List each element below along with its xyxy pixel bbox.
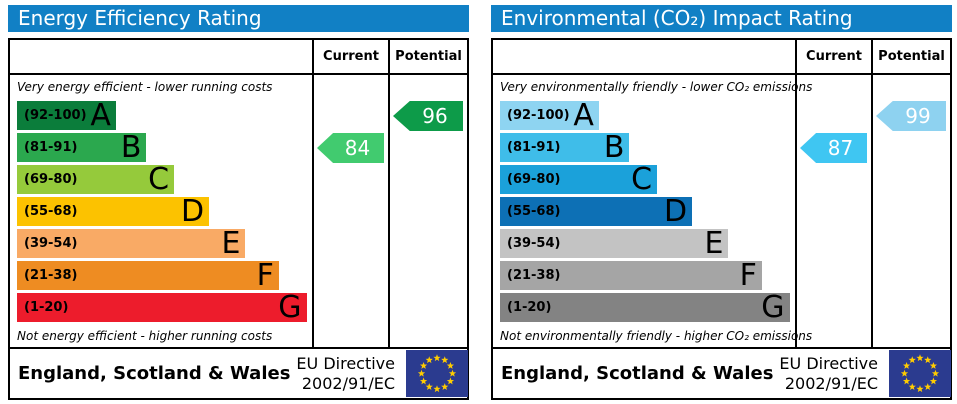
band-letter: D	[180, 193, 205, 229]
band-letter: B	[120, 129, 142, 165]
panel-title: Environmental (CO₂) Impact Rating	[491, 5, 952, 32]
eu-flag-icon	[406, 350, 468, 397]
current-rating-value: 84	[344, 136, 371, 160]
band-range-label: (21-38)	[24, 268, 78, 283]
col-header-current: Current	[795, 40, 871, 73]
band-range-label: (55-68)	[24, 204, 78, 219]
band-letter: C	[631, 161, 653, 197]
band-row-d: (55-68) D	[17, 193, 210, 229]
band-letter: F	[256, 257, 274, 293]
band-letter: F	[739, 257, 757, 293]
header-spacer-cell	[493, 40, 795, 73]
rating-table: Current Potential Very environmentally f…	[491, 38, 952, 347]
band-letter: E	[704, 225, 724, 261]
top-note: Very energy efficient - lower running co…	[17, 80, 273, 94]
band-letter: G	[278, 289, 302, 325]
band-row-a: (92-100) A	[500, 97, 599, 133]
footer-region-label: England, Scotland & Wales	[18, 363, 291, 384]
eu-directive-label: EU Directive 2002/91/EC	[779, 353, 878, 393]
eu-directive-label: EU Directive 2002/91/EC	[296, 353, 395, 393]
footer-region-label: England, Scotland & Wales	[501, 363, 774, 384]
current-column: 87	[795, 75, 871, 347]
band-letter: G	[761, 289, 785, 325]
band-range-label: (81-91)	[507, 140, 561, 155]
band-row-b: (81-91) B	[17, 129, 147, 165]
potential-rating-value: 96	[422, 104, 448, 128]
panel-energy-efficiency: Energy Efficiency Rating Current Potenti…	[8, 5, 469, 400]
rating-bands: (92-100) A (81-91) B (69-80) C (55-68) D (39…	[17, 97, 308, 325]
col-header-potential: Potential	[388, 40, 467, 73]
current-rating-arrow: 84	[317, 133, 384, 163]
rating-bands: (92-100) A (81-91) B (69-80) C (55-68) D (39…	[500, 97, 791, 325]
col-header-potential: Potential	[871, 40, 950, 73]
band-range-label: (39-54)	[24, 236, 78, 251]
band-row-e: (39-54) E	[500, 225, 729, 261]
band-row-b: (81-91) B	[500, 129, 630, 165]
band-range-label: (39-54)	[507, 236, 561, 251]
band-range-label: (92-100)	[24, 108, 87, 123]
current-rating-arrow: 87	[800, 133, 867, 163]
potential-column: 96	[388, 75, 467, 347]
band-letter: E	[221, 225, 241, 261]
table-body-row: Very energy efficient - lower running co…	[10, 75, 467, 347]
band-letter: B	[603, 129, 625, 165]
panel-environmental-impact: Environmental (CO₂) Impact Rating Curren…	[491, 5, 952, 400]
table-header-row: Current Potential	[10, 40, 467, 75]
table-body-row: Very environmentally friendly - lower CO…	[493, 75, 950, 347]
rating-table: Current Potential Very energy efficient …	[8, 38, 469, 347]
band-row-d: (55-68) D	[500, 193, 693, 229]
band-row-g: (1-20) G	[17, 289, 307, 325]
panel-title: Energy Efficiency Rating	[8, 5, 469, 32]
band-range-label: (69-80)	[24, 172, 78, 187]
potential-column: 99	[871, 75, 950, 347]
band-range-label: (21-38)	[507, 268, 561, 283]
eu-flag-icon	[889, 350, 951, 397]
header-spacer-cell	[10, 40, 312, 73]
band-row-c: (69-80) C	[17, 161, 175, 197]
table-header-row: Current Potential	[493, 40, 950, 75]
band-range-label: (81-91)	[24, 140, 78, 155]
band-row-g: (1-20) G	[500, 289, 790, 325]
band-range-label: (1-20)	[24, 300, 69, 315]
band-row-f: (21-38) F	[500, 257, 762, 293]
band-range-label: (55-68)	[507, 204, 561, 219]
band-letter: A	[90, 97, 111, 133]
band-range-label: (1-20)	[507, 300, 552, 315]
current-column: 84	[312, 75, 388, 347]
top-note: Very environmentally friendly - lower CO…	[500, 80, 813, 94]
band-row-a: (92-100) A	[17, 97, 116, 133]
footer-row: England, Scotland & Wales EU Directive 2…	[8, 347, 469, 400]
band-row-e: (39-54) E	[17, 225, 246, 261]
band-range-label: (69-80)	[507, 172, 561, 187]
potential-rating-value: 99	[905, 104, 931, 128]
current-rating-value: 87	[827, 136, 854, 160]
bands-column: Very energy efficient - lower running co…	[10, 75, 312, 347]
potential-rating-arrow: 96	[393, 101, 463, 131]
band-letter: A	[573, 97, 594, 133]
potential-rating-arrow: 99	[876, 101, 946, 131]
band-letter: D	[663, 193, 688, 229]
col-header-current: Current	[312, 40, 388, 73]
bands-column: Very environmentally friendly - lower CO…	[493, 75, 813, 347]
footer-row: England, Scotland & Wales EU Directive 2…	[491, 347, 952, 400]
bottom-note: Not environmentally friendly - higher CO…	[500, 329, 813, 343]
band-row-f: (21-38) F	[17, 257, 279, 293]
band-letter: C	[148, 161, 170, 197]
band-range-label: (92-100)	[507, 108, 570, 123]
band-row-c: (69-80) C	[500, 161, 658, 197]
bottom-note: Not energy efficient - higher running co…	[17, 329, 273, 343]
